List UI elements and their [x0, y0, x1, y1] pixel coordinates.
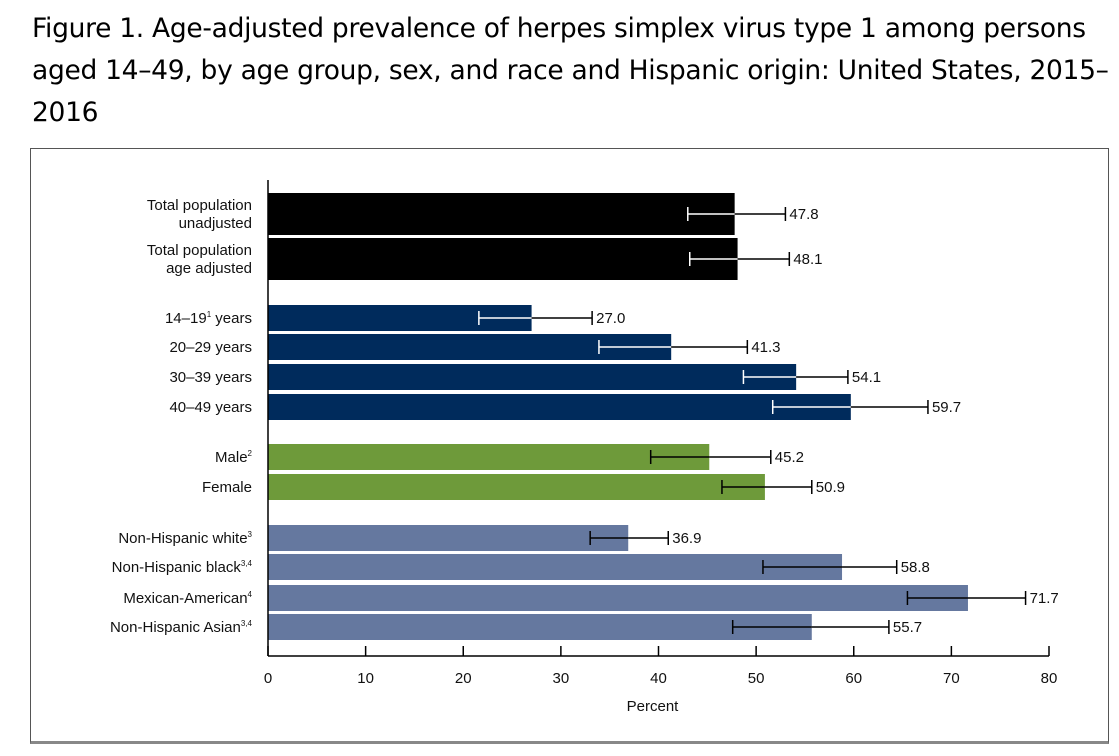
category-label: 20–29 years	[169, 339, 252, 356]
category-label: 30–39 years	[169, 369, 252, 386]
data-label: 45.2	[775, 449, 804, 466]
bar	[268, 585, 968, 611]
data-label: 59.7	[932, 399, 961, 416]
category-label: Non-Hispanic black3,4	[112, 559, 253, 576]
footnote-sup: 3,4	[241, 619, 253, 628]
data-label: 36.9	[672, 530, 701, 547]
x-tick-label: 0	[264, 670, 272, 687]
category-label: Male2	[215, 449, 253, 466]
category-label: Female	[202, 479, 252, 496]
data-label: 55.7	[893, 619, 922, 636]
data-label: 54.1	[852, 369, 881, 386]
category-label: Non-Hispanic Asian3,4	[110, 619, 253, 636]
data-label: 48.1	[793, 251, 822, 268]
bar	[268, 193, 735, 235]
footnote-sup: 4	[248, 590, 253, 599]
bar	[268, 525, 629, 551]
bar	[268, 364, 797, 390]
x-axis-label: Percent	[627, 698, 680, 715]
category-label: Total population	[147, 242, 252, 259]
data-label: 47.8	[789, 206, 818, 223]
footnote-sup: 3	[248, 530, 253, 539]
x-tick-label: 50	[748, 670, 765, 687]
category-label: age adjusted	[166, 260, 252, 277]
category-label: Mexican-American4	[123, 590, 252, 607]
category-label: Non-Hispanic white3	[118, 530, 252, 547]
bar	[268, 394, 851, 420]
bar	[268, 444, 710, 470]
data-label: 58.8	[901, 559, 930, 576]
x-tick-label: 30	[553, 670, 570, 687]
data-label: 41.3	[751, 339, 780, 356]
footnote-sup: 1	[207, 310, 212, 319]
category-label: 40–49 years	[169, 399, 252, 416]
category-label: 14–191 years	[165, 310, 252, 327]
category-label: unadjusted	[179, 215, 252, 232]
x-tick-label: 80	[1041, 670, 1058, 687]
bar	[268, 554, 843, 580]
data-label: 27.0	[596, 310, 625, 327]
x-tick-label: 40	[650, 670, 667, 687]
x-tick-label: 10	[357, 670, 374, 687]
footnote-sup: 2	[248, 449, 253, 458]
chart-title: Figure 1. Age-adjusted prevalence of her…	[32, 13, 1109, 128]
bar	[268, 238, 738, 280]
footnote-sup: 3,4	[241, 559, 253, 568]
x-tick-label: 70	[943, 670, 960, 687]
category-label: Total population	[147, 197, 252, 214]
data-label: 50.9	[816, 479, 845, 496]
data-label: 71.7	[1030, 590, 1059, 607]
chart-frame	[30, 148, 1109, 744]
bar	[268, 614, 812, 640]
x-tick-label: 20	[455, 670, 472, 687]
bar	[268, 474, 765, 500]
x-tick-label: 60	[845, 670, 862, 687]
